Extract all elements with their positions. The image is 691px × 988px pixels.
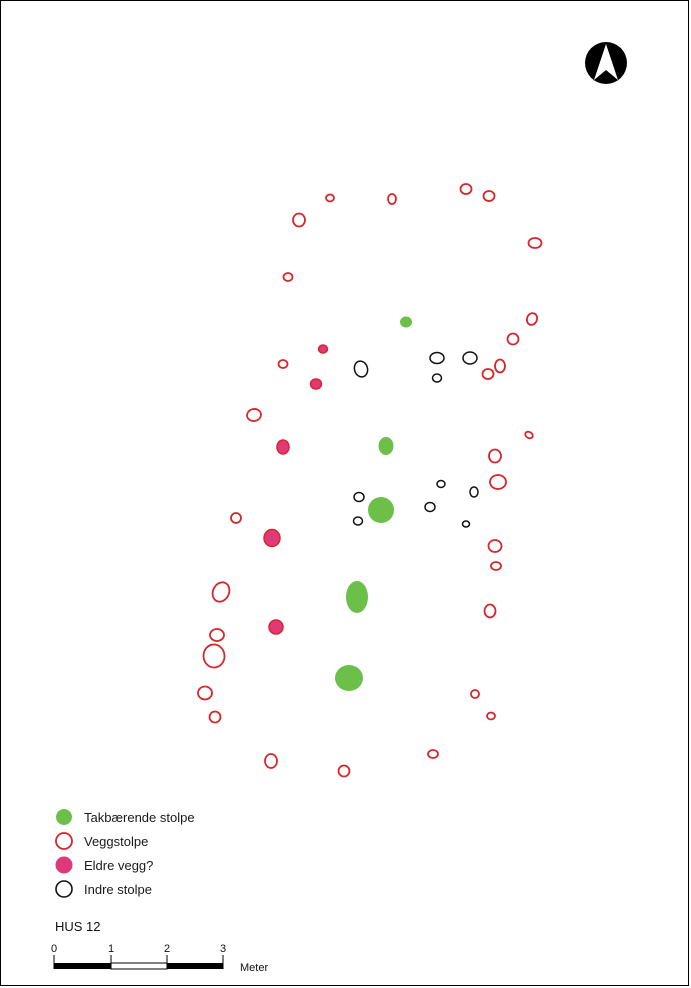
wall-post bbox=[470, 689, 480, 699]
scale-tick-0: 0 bbox=[51, 943, 58, 955]
wall-post bbox=[197, 685, 213, 701]
wall-post bbox=[488, 448, 502, 464]
wall-post bbox=[277, 359, 289, 369]
legend-label-older-wall: Eldre vegg? bbox=[84, 858, 154, 873]
scale-unit: Meter bbox=[240, 962, 269, 974]
wall-post bbox=[325, 193, 335, 203]
legend-symbol-wall-post bbox=[55, 832, 73, 850]
inner-post bbox=[424, 501, 436, 513]
legend-symbol-inner-post bbox=[55, 880, 73, 898]
house-title: HUS 12 bbox=[55, 919, 101, 934]
legend-symbol-roof-post bbox=[56, 809, 72, 825]
older-wall-post bbox=[309, 378, 323, 390]
wall-post bbox=[494, 358, 506, 374]
post-features bbox=[197, 183, 543, 778]
wall-post bbox=[209, 628, 225, 642]
wall-post bbox=[486, 711, 496, 721]
wall-post bbox=[264, 753, 278, 769]
wall-post bbox=[483, 603, 497, 619]
wall-post bbox=[282, 272, 294, 282]
roof-bearing-post bbox=[346, 581, 368, 613]
wall-post bbox=[292, 212, 306, 228]
wall-post bbox=[487, 539, 503, 553]
wall-post bbox=[202, 643, 226, 669]
wall-post bbox=[482, 190, 496, 202]
inner-post bbox=[462, 351, 478, 365]
inner-post bbox=[436, 479, 446, 489]
roof-bearing-post bbox=[378, 437, 394, 455]
roof-bearing-post bbox=[400, 316, 412, 328]
older-wall-post bbox=[276, 439, 290, 455]
wall-post bbox=[490, 561, 502, 571]
inner-post bbox=[429, 351, 445, 365]
inner-post bbox=[469, 486, 479, 498]
roof-bearing-post bbox=[335, 665, 363, 691]
wall-post bbox=[208, 710, 222, 724]
scale-tick-1: 1 bbox=[108, 943, 115, 955]
legend-label-roof-post: Takbærende stolpe bbox=[84, 810, 195, 825]
inner-post bbox=[353, 360, 369, 378]
legend-symbol-older-wall bbox=[55, 856, 73, 874]
legend-label-inner-post: Indre stolpe bbox=[84, 882, 152, 897]
wall-post bbox=[211, 581, 231, 603]
north-arrow-icon bbox=[585, 42, 627, 84]
scale-tick-2: 2 bbox=[164, 943, 171, 955]
legend-label-wall-post: Veggstolpe bbox=[84, 834, 149, 849]
wall-post bbox=[481, 368, 495, 380]
scale-tick-3: 3 bbox=[220, 943, 227, 955]
wall-post bbox=[427, 749, 439, 759]
inner-post bbox=[352, 516, 364, 526]
wall-post bbox=[525, 312, 539, 326]
older-wall-post bbox=[268, 619, 284, 635]
wall-post bbox=[459, 183, 473, 195]
inner-post bbox=[431, 373, 443, 383]
wall-post bbox=[230, 512, 242, 524]
wall-post bbox=[527, 237, 543, 249]
older-wall-post bbox=[317, 344, 329, 354]
wall-post bbox=[246, 408, 262, 422]
wall-post bbox=[506, 332, 520, 346]
wall-post bbox=[387, 193, 397, 205]
wall-post bbox=[524, 430, 534, 440]
wall-post bbox=[337, 764, 351, 778]
scale-bar bbox=[53, 955, 224, 970]
inner-post bbox=[353, 491, 365, 503]
wall-post bbox=[489, 474, 507, 490]
inner-post bbox=[461, 520, 471, 528]
roof-bearing-post bbox=[368, 497, 394, 523]
older-wall-post bbox=[263, 528, 281, 548]
